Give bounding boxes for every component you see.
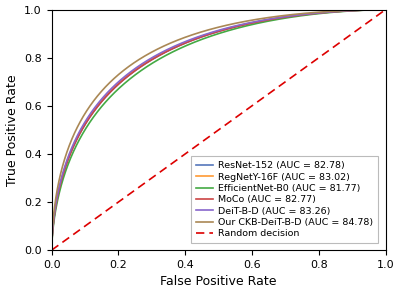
MoCo (AUC = 82.77)	[196, 36, 201, 40]
Our CKB-DeiT-B-D (AUC = 84.78)	[316, 11, 320, 14]
Line: EfficientNet-B0 (AUC = 81.77): EfficientNet-B0 (AUC = 81.77)	[52, 10, 386, 250]
MoCo (AUC = 82.77)	[278, 16, 283, 19]
EfficientNet-B0 (AUC = 81.77)	[184, 44, 189, 47]
Our CKB-DeiT-B-D (AUC = 84.78)	[310, 11, 314, 14]
RegNetY-16F (AUC = 83.02)	[383, 8, 388, 11]
Our CKB-DeiT-B-D (AUC = 84.78)	[49, 248, 54, 252]
RegNetY-16F (AUC = 83.02)	[184, 40, 189, 44]
ResNet-152 (AUC = 82.78)	[278, 16, 283, 19]
Line: DeiT-B-D (AUC = 83.26): DeiT-B-D (AUC = 83.26)	[52, 10, 386, 250]
Line: ResNet-152 (AUC = 82.78): ResNet-152 (AUC = 82.78)	[52, 10, 386, 250]
DeiT-B-D (AUC = 83.26)	[310, 12, 314, 15]
DeiT-B-D (AUC = 83.26)	[196, 35, 201, 38]
MoCo (AUC = 82.77)	[383, 8, 388, 11]
EfficientNet-B0 (AUC = 81.77)	[316, 12, 320, 16]
ResNet-152 (AUC = 82.78)	[184, 41, 189, 44]
DeiT-B-D (AUC = 83.26)	[83, 119, 88, 123]
RegNetY-16F (AUC = 83.02)	[49, 248, 54, 252]
DeiT-B-D (AUC = 83.26)	[316, 11, 320, 15]
ResNet-152 (AUC = 82.78)	[49, 248, 54, 252]
Line: Our CKB-DeiT-B-D (AUC = 84.78): Our CKB-DeiT-B-D (AUC = 84.78)	[52, 10, 386, 250]
RegNetY-16F (AUC = 83.02)	[83, 120, 88, 124]
Our CKB-DeiT-B-D (AUC = 84.78)	[278, 14, 283, 18]
EfficientNet-B0 (AUC = 81.77)	[383, 8, 388, 11]
MoCo (AUC = 82.77)	[184, 41, 189, 44]
Legend: ResNet-152 (AUC = 82.78), RegNetY-16F (AUC = 83.02), EfficientNet-B0 (AUC = 81.7: ResNet-152 (AUC = 82.78), RegNetY-16F (A…	[191, 156, 378, 243]
ResNet-152 (AUC = 82.78)	[196, 36, 201, 40]
DeiT-B-D (AUC = 83.26)	[49, 248, 54, 252]
ResNet-152 (AUC = 82.78)	[83, 122, 88, 125]
ResNet-152 (AUC = 82.78)	[383, 8, 388, 11]
MoCo (AUC = 82.77)	[310, 12, 314, 16]
Our CKB-DeiT-B-D (AUC = 84.78)	[383, 8, 388, 11]
RegNetY-16F (AUC = 83.02)	[196, 36, 201, 39]
RegNetY-16F (AUC = 83.02)	[316, 11, 320, 15]
DeiT-B-D (AUC = 83.26)	[383, 8, 388, 11]
Our CKB-DeiT-B-D (AUC = 84.78)	[184, 35, 189, 39]
ResNet-152 (AUC = 82.78)	[310, 12, 314, 16]
DeiT-B-D (AUC = 83.26)	[278, 16, 283, 19]
Y-axis label: True Positive Rate: True Positive Rate	[6, 74, 18, 186]
DeiT-B-D (AUC = 83.26)	[184, 39, 189, 43]
MoCo (AUC = 82.77)	[83, 122, 88, 125]
RegNetY-16F (AUC = 83.02)	[278, 16, 283, 19]
MoCo (AUC = 82.77)	[49, 248, 54, 252]
Line: RegNetY-16F (AUC = 83.02): RegNetY-16F (AUC = 83.02)	[52, 10, 386, 250]
EfficientNet-B0 (AUC = 81.77)	[278, 17, 283, 21]
ResNet-152 (AUC = 82.78)	[316, 11, 320, 15]
EfficientNet-B0 (AUC = 81.77)	[196, 39, 201, 42]
MoCo (AUC = 82.77)	[316, 11, 320, 15]
RegNetY-16F (AUC = 83.02)	[310, 12, 314, 15]
EfficientNet-B0 (AUC = 81.77)	[83, 127, 88, 131]
X-axis label: False Positive Rate: False Positive Rate	[160, 275, 277, 288]
Line: MoCo (AUC = 82.77): MoCo (AUC = 82.77)	[52, 10, 386, 250]
Our CKB-DeiT-B-D (AUC = 84.78)	[196, 31, 201, 34]
EfficientNet-B0 (AUC = 81.77)	[310, 13, 314, 16]
EfficientNet-B0 (AUC = 81.77)	[49, 248, 54, 252]
Our CKB-DeiT-B-D (AUC = 84.78)	[83, 111, 88, 114]
